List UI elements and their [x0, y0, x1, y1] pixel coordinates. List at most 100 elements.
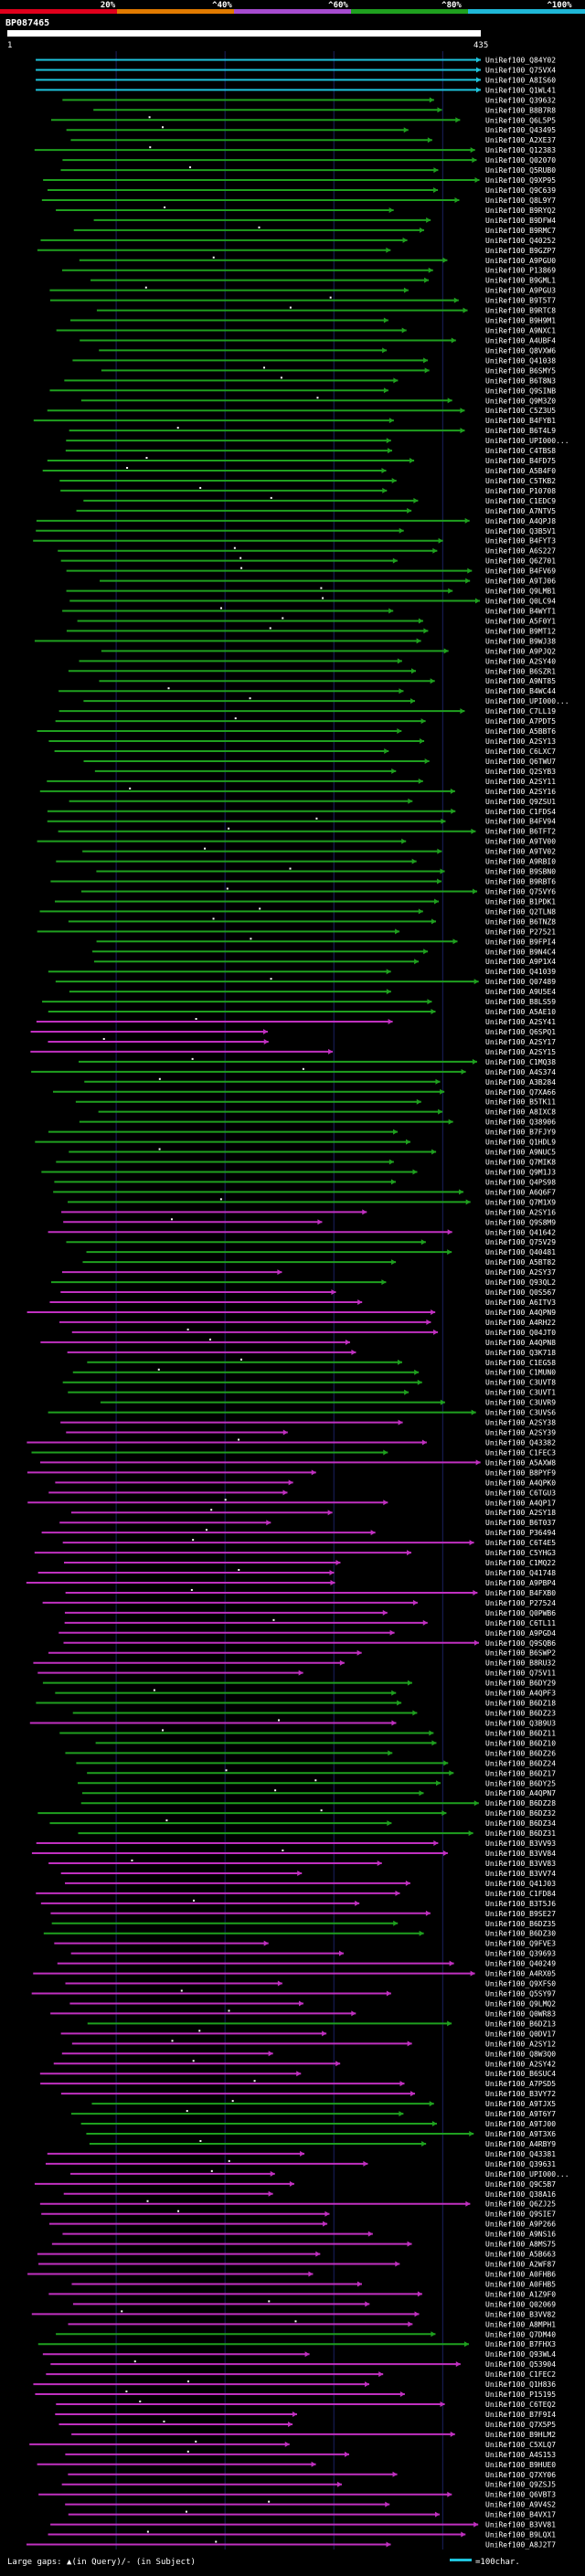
hit-label[interactable]: UniRef100_C5Z3U5 [485, 407, 556, 415]
hit-label[interactable]: UniRef100_B6DZ30 [485, 1930, 556, 1938]
hit-label[interactable]: UniRef100_Q3K718 [485, 1349, 556, 1357]
hit-label[interactable]: UniRef100_A4QPN8 [485, 1339, 556, 1347]
hit-label[interactable]: UniRef100_P13869 [485, 267, 556, 275]
hit-label[interactable]: UniRef100_C6TGU3 [485, 1489, 556, 1497]
hit-label[interactable]: UniRef100_A1Z9F0 [485, 2290, 556, 2298]
hit-label[interactable]: UniRef100_B3VV81 [485, 2521, 556, 2529]
hit-label[interactable]: UniRef100_UPI000... [485, 437, 569, 445]
hit-label[interactable]: UniRef100_A2SY41 [485, 1018, 556, 1026]
hit-label[interactable]: UniRef100_Q9S8M9 [485, 1218, 556, 1226]
hit-label[interactable]: UniRef100_C3UVS6 [485, 1409, 556, 1417]
hit-label[interactable]: UniRef100_Q04JT0 [485, 1329, 556, 1337]
hit-label[interactable]: UniRef100_Q9FVE3 [485, 1940, 556, 1948]
hit-label[interactable]: UniRef100_Q02070 [485, 156, 556, 164]
hit-label[interactable]: UniRef100_A7PSD5 [485, 2080, 556, 2088]
hit-label[interactable]: UniRef100_Q1WL41 [485, 86, 556, 94]
hit-label[interactable]: UniRef100_A5BT82 [485, 1258, 556, 1267]
hit-label[interactable]: UniRef100_A4QPN9 [485, 1309, 556, 1317]
hit-label[interactable]: UniRef100_A7PDT5 [485, 717, 556, 726]
hit-label[interactable]: UniRef100_Q41039 [485, 968, 556, 976]
hit-label[interactable]: UniRef100_B3VV83 [485, 1860, 556, 1868]
hit-label[interactable]: UniRef100_Q6Z701 [485, 557, 556, 566]
hit-label[interactable]: UniRef100_Q0S567 [485, 1288, 556, 1297]
hit-label[interactable]: UniRef100_A9PGU0 [485, 257, 556, 265]
hit-label[interactable]: UniRef100_B4FXB0 [485, 1589, 556, 1597]
hit-label[interactable]: UniRef100_A3B284 [485, 1078, 556, 1087]
hit-label[interactable]: UniRef100_Q2TLN8 [485, 907, 556, 916]
hit-label[interactable]: UniRef100_C5YHG3 [485, 1549, 556, 1557]
hit-label[interactable]: UniRef100_B6DY25 [485, 1779, 556, 1787]
hit-label[interactable]: UniRef100_B3VV93 [485, 1839, 556, 1848]
hit-label[interactable]: UniRef100_A5B663 [485, 2251, 556, 2259]
hit-label[interactable]: UniRef100_B9GML1 [485, 277, 556, 285]
hit-label[interactable]: UniRef100_B4FYB1 [485, 417, 556, 425]
hit-label[interactable]: UniRef100_B8PYF9 [485, 1468, 556, 1477]
hit-label[interactable]: UniRef100_Q9LMQ2 [485, 1999, 556, 2008]
hit-label[interactable]: UniRef100_Q07489 [485, 978, 556, 986]
hit-label[interactable]: UniRef100_Q3B9U3 [485, 1719, 556, 1727]
hit-label[interactable]: UniRef100_A9TV00 [485, 838, 556, 846]
hit-label[interactable]: UniRef100_B4WYT1 [485, 607, 556, 615]
hit-label[interactable]: UniRef100_B8B7R8 [485, 106, 556, 114]
hit-label[interactable]: UniRef100_C1EG58 [485, 1359, 556, 1367]
hit-label[interactable]: UniRef100_B6DZ24 [485, 1759, 556, 1767]
hit-label[interactable]: UniRef100_A5AXW8 [485, 1458, 556, 1467]
hit-label[interactable]: UniRef100_C1FD84 [485, 1890, 556, 1898]
hit-label[interactable]: UniRef100_A8IXC8 [485, 1108, 556, 1117]
hit-label[interactable]: UniRef100_Q0PWB6 [485, 1609, 556, 1617]
hit-label[interactable]: UniRef100_C1MQ38 [485, 1058, 556, 1066]
hit-label[interactable]: UniRef100_A2SY17 [485, 1038, 556, 1046]
hit-label[interactable]: UniRef100_B6T8N3 [485, 376, 556, 385]
hit-label[interactable]: UniRef100_A9TJ06 [485, 578, 556, 586]
hit-label[interactable]: UniRef100_Q41J03 [485, 1880, 556, 1888]
hit-label[interactable]: UniRef100_A4RH22 [485, 1319, 556, 1327]
hit-label[interactable]: UniRef100_Q7X5P5 [485, 2421, 556, 2429]
hit-label[interactable]: UniRef100_Q7XY06 [485, 2471, 556, 2479]
hit-label[interactable]: UniRef100_C6TL11 [485, 1619, 556, 1627]
hit-label[interactable]: UniRef100_B6TNZ8 [485, 917, 556, 926]
hit-label[interactable]: UniRef100_Q0LC94 [485, 598, 556, 606]
hit-label[interactable]: UniRef100_B9WJ38 [485, 637, 556, 645]
hit-label[interactable]: UniRef100_A2SY16 [485, 1208, 556, 1216]
hit-label[interactable]: UniRef100_A2SY11 [485, 778, 556, 786]
hit-label[interactable]: UniRef100_A5BBT6 [485, 727, 556, 736]
hit-label[interactable]: UniRef100_B9RBT6 [485, 878, 556, 886]
hit-label[interactable]: UniRef100_B6DZ18 [485, 1700, 556, 1708]
hit-label[interactable]: UniRef100_A5AE10 [485, 1008, 556, 1016]
hit-label[interactable]: UniRef100_A4QPF3 [485, 1690, 556, 1698]
hit-label[interactable]: UniRef100_B4VX17 [485, 2511, 556, 2519]
hit-label[interactable]: UniRef100_Q75V11 [485, 1670, 556, 1678]
hit-label[interactable]: UniRef100_Q39632 [485, 96, 556, 104]
hit-label[interactable]: UniRef100_B6DZ34 [485, 1819, 556, 1828]
hit-label[interactable]: UniRef100_B9GZP7 [485, 247, 556, 255]
hit-label[interactable]: UniRef100_A0FHB6 [485, 2270, 556, 2278]
hit-label[interactable]: UniRef100_B9H9M1 [485, 317, 556, 325]
hit-label[interactable]: UniRef100_Q43495 [485, 126, 556, 134]
hit-label[interactable]: UniRef100_B8RU32 [485, 1659, 556, 1668]
hit-label[interactable]: UniRef100_Q9SQB6 [485, 1639, 556, 1648]
hit-label[interactable]: UniRef100_A4QPK0 [485, 1479, 556, 1487]
hit-label[interactable]: UniRef100_A2XE37 [485, 136, 556, 144]
hit-label[interactable]: UniRef100_Q6ZJ25 [485, 2200, 556, 2209]
hit-label[interactable]: UniRef100_B4FV94 [485, 818, 556, 826]
hit-label[interactable]: UniRef100_A9NT85 [485, 677, 556, 685]
hit-label[interactable]: UniRef100_B9LQX1 [485, 2531, 556, 2539]
hit-label[interactable]: UniRef100_A6Q6F7 [485, 1188, 556, 1196]
hit-label[interactable]: UniRef100_B6DY29 [485, 1680, 556, 1688]
hit-label[interactable]: UniRef100_Q6TWU7 [485, 758, 556, 766]
hit-label[interactable]: UniRef100_B6DZ31 [485, 1829, 556, 1838]
hit-label[interactable]: UniRef100_Q39631 [485, 2160, 556, 2168]
hit-label[interactable]: UniRef100_C1MQ22 [485, 1559, 556, 1567]
hit-label[interactable]: UniRef100_A9U5E4 [485, 988, 556, 996]
hit-label[interactable]: UniRef100_Q9SIE7 [485, 2210, 556, 2219]
hit-label[interactable]: UniRef100_A9PGU3 [485, 287, 556, 295]
hit-label[interactable]: UniRef100_B4FV69 [485, 567, 556, 576]
hit-label[interactable]: UniRef100_B6DZ17 [485, 1769, 556, 1777]
hit-label[interactable]: UniRef100_B6DZ10 [485, 1739, 556, 1747]
hit-label[interactable]: UniRef100_Q93WL4 [485, 2350, 556, 2359]
hit-label[interactable]: UniRef100_A8MPH1 [485, 2320, 556, 2328]
hit-label[interactable]: UniRef100_B6DZ13 [485, 2019, 556, 2028]
hit-label[interactable]: UniRef100_A9P1X4 [485, 958, 556, 966]
hit-label[interactable]: UniRef100_A9NXC1 [485, 327, 556, 335]
hit-label[interactable]: UniRef100_B6SUC4 [485, 2070, 556, 2078]
